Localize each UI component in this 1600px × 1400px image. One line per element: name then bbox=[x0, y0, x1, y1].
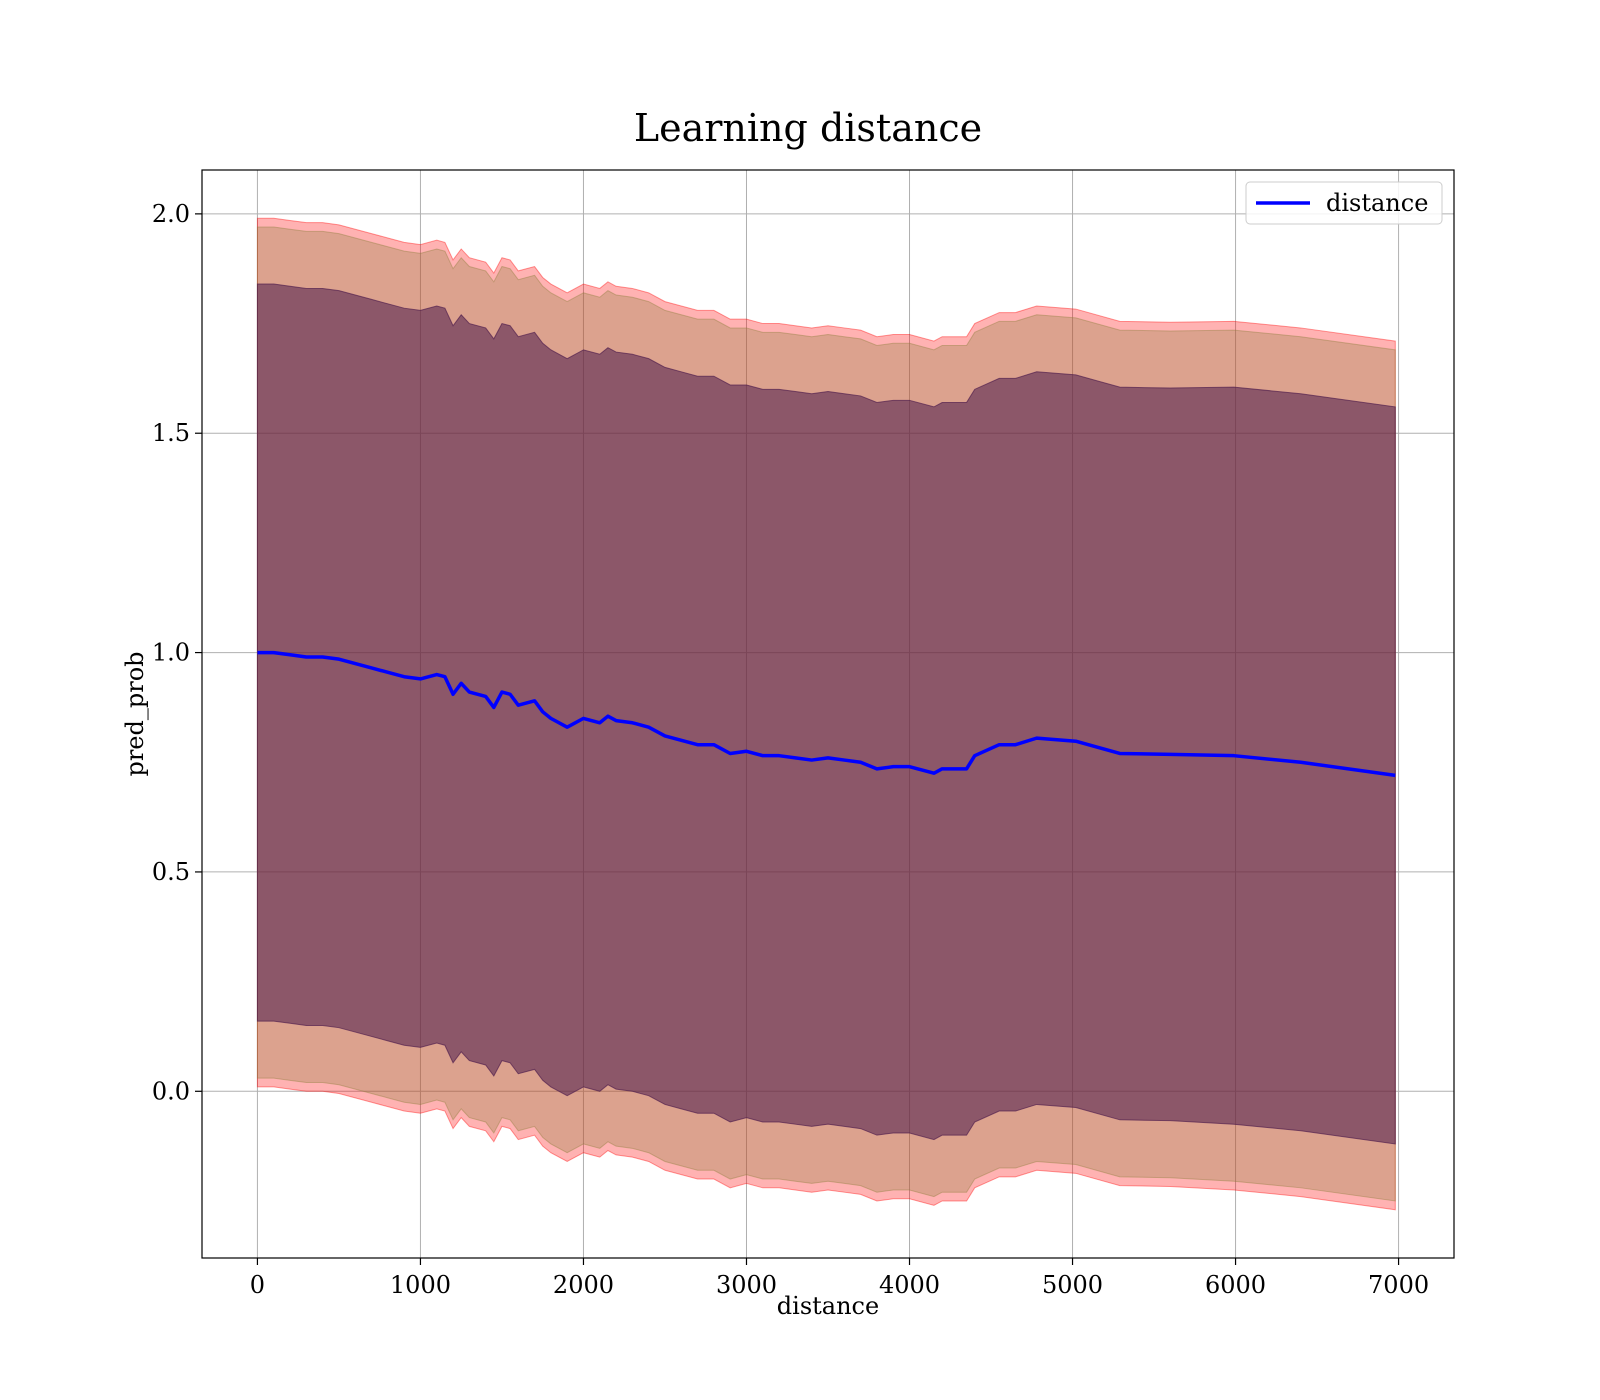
x-tick-label: 4000 bbox=[879, 1271, 940, 1299]
y-tick-label: 2.0 bbox=[152, 200, 190, 228]
confidence-band-2 bbox=[256, 283, 1396, 1145]
y-tick-label: 1.5 bbox=[152, 419, 190, 447]
x-tick-label: 2000 bbox=[553, 1271, 614, 1299]
legend-box bbox=[1245, 181, 1443, 225]
x-tick-label: 7000 bbox=[1368, 1271, 1429, 1299]
y-axis-ticks: 0.0 0.5 1.0 1.5 2.0 bbox=[152, 200, 202, 1105]
x-tick-label: 1000 bbox=[390, 1271, 451, 1299]
series-line-distance bbox=[257, 650, 1396, 778]
y-axis-label: pred_prob bbox=[121, 651, 149, 776]
y-tick-label: 0.5 bbox=[152, 858, 190, 886]
series-lines bbox=[257, 650, 1396, 778]
x-tick-label: 6000 bbox=[1205, 1271, 1266, 1299]
x-tick-label: 3000 bbox=[716, 1271, 777, 1299]
legend: distance bbox=[1245, 181, 1443, 225]
confidence-bands bbox=[256, 217, 1396, 1211]
y-tick-label: 0.0 bbox=[152, 1077, 190, 1105]
y-tick-label: 1.0 bbox=[152, 639, 190, 667]
legend-label: distance bbox=[1326, 189, 1428, 217]
x-tick-label: 5000 bbox=[1042, 1271, 1103, 1299]
x-tick-label: 0 bbox=[250, 1271, 265, 1299]
x-axis-ticks: 0 1000 2000 3000 4000 5000 6000 7000 bbox=[250, 1258, 1429, 1299]
x-axis-label: distance bbox=[777, 1292, 879, 1320]
plot-frame bbox=[201, 169, 1455, 1259]
chart-title: Learning distance bbox=[634, 106, 982, 150]
